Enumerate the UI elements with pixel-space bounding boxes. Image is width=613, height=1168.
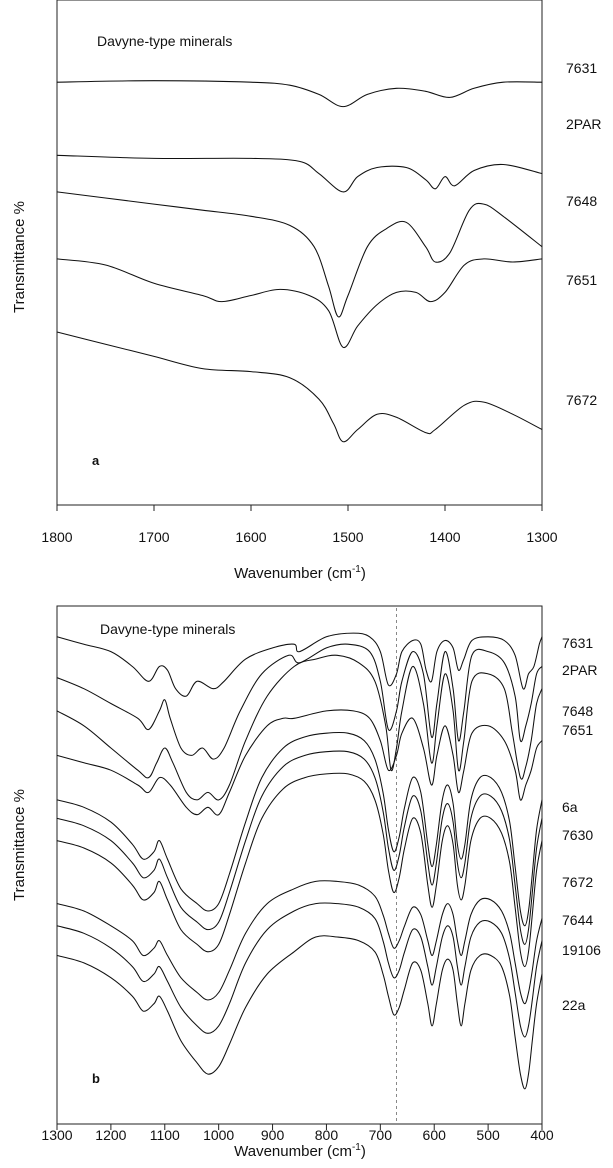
- panel-b-series-line-7648: [56, 654, 543, 801]
- panel-a-series-label-7631: 7631: [566, 60, 597, 76]
- panel-a-x-axis-label: Wavenumber (cm-1): [234, 564, 366, 582]
- panel-b-series-line-7631: [56, 632, 543, 697]
- panel-b-series-line-6a: [56, 731, 543, 927]
- panel-a-x-tick-label: 1800: [41, 529, 72, 545]
- panel-a-x-tick-label: 1600: [235, 529, 266, 545]
- panel-b-series-label-19106: 19106: [562, 942, 601, 958]
- panel-b-x-tick-label: 400: [530, 1127, 554, 1143]
- panel-a-plot-frame: [56, 0, 543, 506]
- panel-b-x-tick-label: 1000: [203, 1127, 234, 1143]
- panel-b-x-tick-label: 700: [369, 1127, 393, 1143]
- panel-a-x-tick-label: 1500: [332, 529, 363, 545]
- panel-a-title: Davyne-type minerals: [97, 33, 232, 49]
- panel-b-series-line-7672: [56, 772, 543, 968]
- panel-a-x-tick-label: 1300: [526, 529, 557, 545]
- panel-b-series-label-7672: 7672: [562, 874, 593, 890]
- panel-b-series-line-19106: [56, 902, 543, 1038]
- panel-b-series-line-2PAR: [56, 643, 543, 760]
- panel-a-series-labels: 7631 2PAR 7648 7651 7672: [566, 60, 602, 408]
- panel-a-x-tick-label: 1700: [138, 529, 169, 545]
- panel-b-x-axis-label: Wavenumber (cm-1): [234, 1142, 366, 1160]
- panel-b-x-tick-label: 1200: [95, 1127, 126, 1143]
- panel-a-series-line-7651: [56, 258, 543, 348]
- panel-b-series-label-2PAR: 2PAR: [562, 662, 598, 678]
- panel-b-x-ticks: 1300 1200 1100 1000 900 800 700 600 500 400: [41, 1124, 554, 1143]
- panel-b-x-tick-label: 1100: [150, 1127, 180, 1143]
- panel-a-x-ticks: 1800 1700 1600 1500 1400 1300: [41, 505, 558, 545]
- panel-b-series-label-22a: 22a: [562, 997, 586, 1013]
- panel-b-series-label-7648: 7648: [562, 703, 593, 719]
- panel-a-chart: Davyne-type minerals a Transmittance % W…: [11, 0, 602, 582]
- panel-a-series-line-7631: [56, 80, 543, 108]
- panel-b-series-label-7630: 7630: [562, 827, 593, 843]
- panel-a-series-label-2PAR: 2PAR: [566, 116, 602, 132]
- panel-b-chart: Davyne-type minerals b Transmittance % W…: [11, 605, 601, 1160]
- panel-b-label: b: [92, 1071, 100, 1086]
- panel-a-series-line-7648: [56, 191, 543, 318]
- panel-a-series-label-7651: 7651: [566, 272, 597, 288]
- panel-b-series-label-7644: 7644: [562, 912, 593, 928]
- panel-b-x-tick-label: 500: [476, 1127, 500, 1143]
- panel-b-series-line-7644: [56, 880, 543, 1005]
- panel-b-series-labels: 7631 2PAR 7648 7651 6a 7630 7672 7644 19106 22a: [562, 635, 601, 1013]
- panel-b-y-axis-label: Transmittance %: [11, 789, 28, 901]
- panel-b-x-tick-label: 600: [423, 1127, 447, 1143]
- panel-a-series-label-7648: 7648: [566, 193, 597, 209]
- panel-b-series-line-7630: [56, 750, 543, 945]
- panel-a-y-axis-label: Transmittance %: [11, 201, 28, 313]
- panel-b-x-tick-label: 1300: [41, 1127, 72, 1143]
- panel-a-series-line-2PAR: [56, 154, 543, 193]
- panel-a-series-line-7672: [56, 331, 543, 443]
- panel-a-curves: [56, 80, 543, 443]
- panel-b-x-tick-label: 800: [315, 1127, 339, 1143]
- panel-b-series-label-6a: 6a: [562, 799, 578, 815]
- panel-b-series-line-22a: [56, 935, 543, 1090]
- panel-a-label: a: [92, 453, 100, 468]
- panel-a-series-label-7672: 7672: [566, 392, 597, 408]
- panel-a-x-tick-label: 1400: [429, 529, 460, 545]
- panel-b-curves: [56, 632, 543, 1090]
- panel-b-x-tick-label: 900: [261, 1127, 285, 1143]
- panel-b-series-line-7651: [56, 709, 543, 816]
- panel-b-series-label-7651: 7651: [562, 722, 593, 738]
- panel-b-title: Davyne-type minerals: [100, 621, 235, 637]
- panel-b-plot-frame: [56, 605, 543, 1125]
- panel-b-series-label-7631: 7631: [562, 635, 593, 651]
